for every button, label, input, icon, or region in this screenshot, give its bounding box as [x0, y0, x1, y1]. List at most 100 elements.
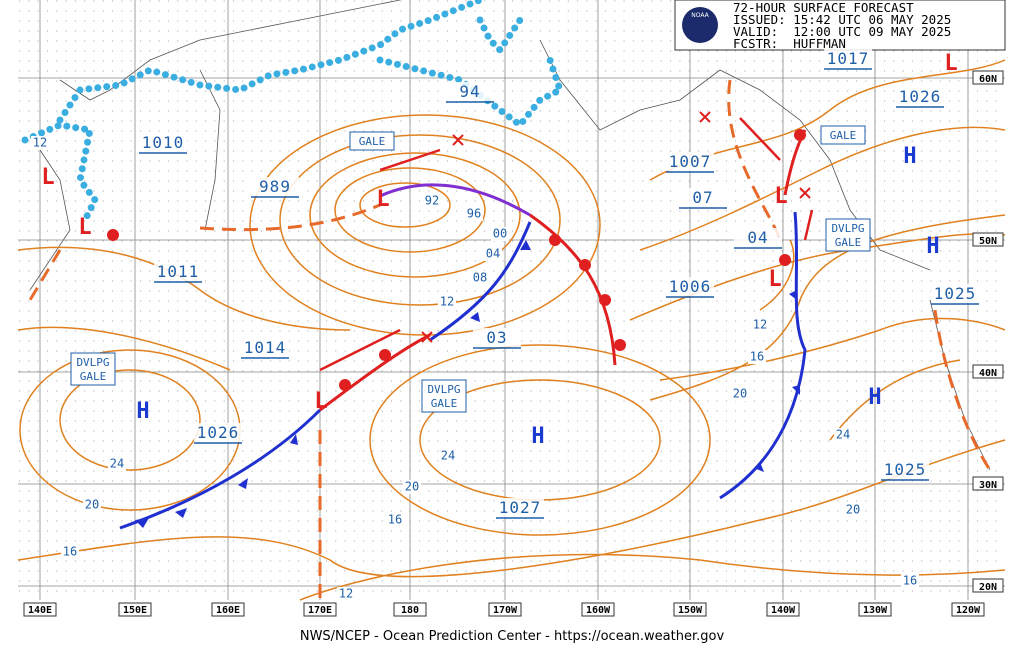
isobar-label: 08	[473, 271, 487, 285]
lon-label-box	[393, 602, 427, 617]
central-pressure: 03	[486, 328, 507, 347]
isobar-label: 12	[753, 318, 767, 332]
central-pressure: 1027	[499, 498, 542, 517]
isobar-label: 12	[339, 587, 353, 601]
low-center: L	[78, 215, 91, 240]
pressure-bg	[679, 188, 727, 207]
isobars	[17, 59, 1006, 601]
central-pressure: 1025	[934, 284, 977, 303]
lon-label-box	[211, 602, 245, 617]
central-pressure: 1006	[669, 277, 712, 296]
central-pressure: 989	[259, 177, 291, 196]
isobar-label: 24	[836, 428, 850, 442]
high-center: H	[868, 385, 881, 410]
isobar-label: 12	[440, 295, 454, 309]
lon-label-box	[581, 602, 615, 617]
lon-label: 150W	[678, 605, 703, 616]
lat-label: 40N	[979, 368, 997, 379]
lat-label-box	[972, 232, 1004, 247]
warning-box	[421, 379, 467, 413]
lat-label-box	[972, 70, 1004, 85]
isobar-label: 24	[110, 457, 124, 471]
isobar-label: 96	[467, 207, 481, 221]
isobar-label-bg	[439, 449, 457, 463]
lat-label-box	[972, 364, 1004, 379]
lat-label: 30N	[979, 480, 997, 491]
header: 72-HOUR SURFACE FORECAST ISSUED: 15:42 U…	[733, 0, 951, 51]
header-line: 72-HOUR SURFACE FORECAST	[733, 0, 914, 15]
high-center: H	[136, 399, 149, 424]
lat-label: 60N	[979, 74, 997, 85]
warning-text: DVLPG	[76, 356, 109, 369]
lon-label-box	[766, 602, 800, 617]
pressure-bg	[881, 460, 929, 479]
pressure-bg	[931, 284, 979, 303]
lon-label-box	[488, 602, 522, 617]
warning-text: DVLPG	[831, 222, 864, 235]
lon-label: 160E	[216, 605, 240, 616]
isobar-label-bg	[731, 387, 749, 401]
lon-label: 170E	[308, 605, 332, 616]
central-pressure: 1025	[884, 460, 927, 479]
lon-label-box	[858, 602, 892, 617]
isobar-label: 20	[846, 503, 860, 517]
isobar-label-bg	[844, 503, 862, 517]
central-pressure: 07	[692, 188, 713, 207]
lat-label-box	[972, 476, 1004, 491]
noaa-logo	[682, 7, 718, 43]
isobar-label: 12	[33, 136, 47, 150]
isobar-label: 92	[425, 194, 439, 208]
lon-label-box	[303, 602, 337, 617]
pressure-bg	[734, 228, 782, 247]
isobar-label: 20	[733, 387, 747, 401]
lon-label-box	[23, 602, 57, 617]
isobar-label: 00	[493, 227, 507, 241]
high-center: H	[926, 234, 939, 259]
footer: NWS/NCEP - Ocean Prediction Center - htt…	[300, 629, 725, 644]
central-pressure: 1026	[197, 423, 240, 442]
low-center: L	[944, 51, 957, 76]
isobar-label-bg	[83, 498, 101, 512]
pressure-bg	[666, 152, 714, 171]
warning-box	[70, 352, 116, 386]
low-center: L	[314, 389, 327, 414]
logo-text: NOAA	[691, 12, 709, 19]
pressure-bg	[824, 49, 872, 68]
pressure-bg	[473, 328, 521, 347]
high-center: H	[531, 424, 544, 449]
central-pressure: 94	[459, 82, 480, 101]
isobar-label-bg	[834, 428, 852, 442]
pressure-bg	[251, 177, 299, 196]
low-center: L	[376, 187, 389, 212]
front-symbols	[135, 240, 800, 528]
isobar-label: 04	[486, 247, 500, 261]
lon-label-box	[118, 602, 152, 617]
header-line: ISSUED: 15:42 UTC 06 MAY 2025	[733, 12, 951, 27]
ice-edge	[21, 0, 565, 224]
isobar-label: 24	[441, 449, 455, 463]
lat-label: 20N	[979, 582, 997, 593]
isobar-label-bg	[61, 545, 79, 559]
lat-label: 50N	[979, 236, 997, 247]
isobar-label: 16	[388, 513, 402, 527]
pressure-bg	[154, 262, 202, 281]
isobar-label-bg	[438, 295, 456, 309]
isobar-label-bg	[386, 513, 404, 527]
warning-text: GALE	[830, 129, 857, 142]
isobar-label-bg	[748, 350, 766, 364]
fronts	[28, 79, 992, 600]
central-pressure: 04	[747, 228, 768, 247]
warm-front-symbols	[107, 129, 806, 391]
warning-box	[825, 218, 871, 252]
warning-text: DVLPG	[427, 383, 460, 396]
isobar-label-bg	[471, 271, 489, 285]
lon-label: 160W	[586, 605, 611, 616]
lon-label: 170W	[493, 605, 518, 616]
isobar-label: 20	[405, 480, 419, 494]
high-center: H	[903, 144, 916, 169]
pressure-bg	[496, 498, 544, 517]
header-line: FCSTR: HUFFMAN	[733, 36, 846, 51]
lon-label-box	[673, 602, 707, 617]
lat-label-box	[972, 578, 1004, 593]
central-pressure: 1026	[899, 87, 942, 106]
